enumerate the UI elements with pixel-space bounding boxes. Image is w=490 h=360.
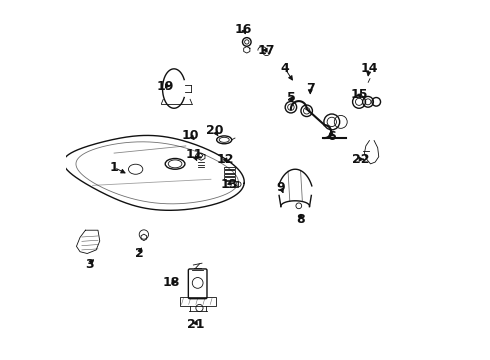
Bar — [225, 181, 238, 187]
Bar — [224, 177, 235, 180]
Bar — [180, 297, 216, 306]
Bar — [224, 174, 235, 176]
Text: 12: 12 — [217, 153, 234, 166]
Bar — [224, 167, 235, 169]
Text: 1: 1 — [110, 161, 119, 174]
Text: 16: 16 — [235, 23, 252, 36]
Text: 6: 6 — [327, 130, 336, 144]
Text: 22: 22 — [352, 153, 369, 166]
Text: 21: 21 — [187, 318, 204, 331]
Text: 19: 19 — [157, 80, 174, 93]
Text: 20: 20 — [206, 124, 223, 137]
Text: 9: 9 — [276, 181, 285, 194]
Text: 15: 15 — [351, 88, 368, 101]
Text: 2: 2 — [135, 247, 144, 260]
Text: 4: 4 — [281, 62, 290, 75]
Text: 5: 5 — [287, 91, 295, 104]
Text: 18: 18 — [163, 276, 180, 289]
Text: 10: 10 — [181, 129, 199, 142]
Text: 11: 11 — [185, 148, 203, 161]
Text: 13: 13 — [221, 178, 238, 191]
Text: 8: 8 — [296, 213, 305, 226]
Text: 3: 3 — [85, 258, 93, 271]
Text: 7: 7 — [306, 82, 315, 95]
Bar — [224, 170, 235, 173]
Text: 17: 17 — [258, 44, 275, 57]
Text: 14: 14 — [360, 62, 378, 75]
